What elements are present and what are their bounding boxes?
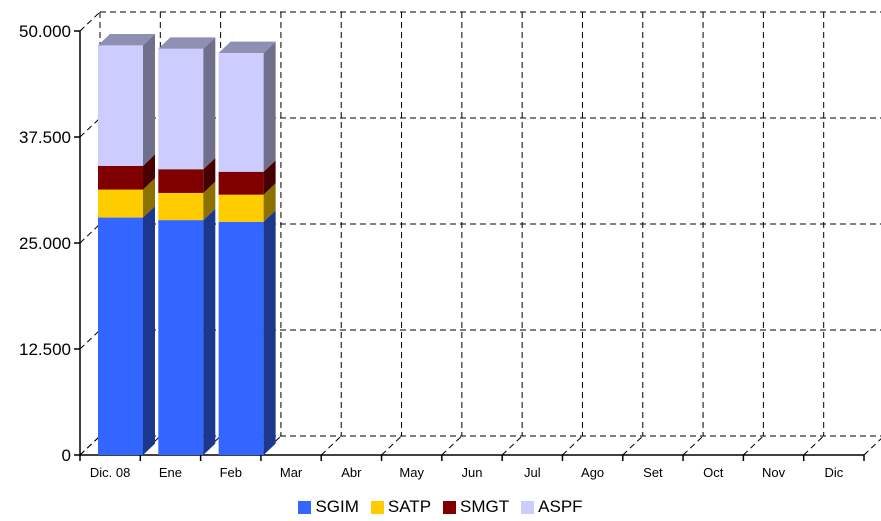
bar-satp-1-side	[203, 181, 216, 221]
legend-label: ASPF	[538, 497, 583, 516]
legend-item-aspf: ASPF	[521, 497, 583, 517]
y-tick-label: 25.000	[19, 234, 71, 253]
x-tick-label: May	[399, 465, 424, 480]
chart: 0 12.500 25.000 37.500 50.000 Dic. 08 Ene Feb Ma…	[19, 11, 881, 480]
legend-item-smgt: SMGT	[443, 497, 509, 517]
grid-line-floor	[863, 438, 881, 456]
grid-line-floor	[320, 435, 342, 456]
grid-line-floor	[501, 435, 523, 456]
grid-line-floor	[441, 435, 463, 456]
legend-swatch	[443, 500, 457, 514]
y-tick-label: 12.500	[19, 340, 71, 359]
bar-sgim-2-side	[263, 210, 276, 455]
legend-swatch	[521, 500, 535, 514]
bar-aspf-1-top	[158, 37, 216, 49]
grid-line-floor	[79, 435, 101, 456]
legend-swatch	[370, 500, 384, 514]
legend-swatch	[298, 500, 312, 514]
bar-satp-1	[158, 192, 204, 221]
grid-line-floor	[381, 435, 402, 456]
grid-line-depth	[79, 329, 101, 350]
legend-item-sgim: SGIM	[298, 497, 359, 517]
y-tick-label: 37.500	[19, 128, 71, 147]
grid-line-floor	[682, 435, 704, 456]
y-tick-label: 0	[62, 446, 71, 465]
tick-labels: 0 12.500 25.000 37.500 50.000 Dic. 08 Ene Feb Ma…	[19, 22, 844, 480]
axes	[74, 30, 865, 461]
bar-sgim-1-side	[203, 208, 216, 455]
x-tick-label: Jun	[462, 465, 483, 480]
x-tick-label: Dic. 08	[90, 465, 130, 480]
bar-aspf-1	[158, 48, 204, 170]
bar-satp-2	[218, 194, 264, 222]
bar-sgim-1	[158, 220, 204, 455]
legend-item-satp: SATP	[370, 497, 432, 517]
bar-aspf-0-top	[98, 34, 155, 46]
bar-aspf-2	[218, 53, 264, 172]
bar-aspf-2-side	[263, 41, 276, 172]
bar-smgt-1	[158, 169, 204, 193]
bar-smgt-2	[218, 171, 264, 195]
x-tick-label: Ene	[159, 465, 182, 480]
x-tick-label: Jul	[524, 465, 541, 480]
x-tick-label: Feb	[220, 465, 242, 480]
legend-label: SGIM	[315, 497, 359, 516]
bar-aspf-1-side	[203, 37, 216, 170]
grid-line-floor	[743, 435, 764, 456]
bar-smgt-2-side	[263, 160, 276, 195]
x-tick-label: Ago	[581, 465, 604, 480]
legend: SGIM SATP SMGT ASPF	[0, 496, 881, 518]
legend-label: SATP	[387, 497, 432, 516]
x-tick-label: Nov	[762, 465, 786, 480]
bar-satp-2-side	[263, 183, 276, 222]
bars	[98, 34, 276, 455]
x-tick-label: Abr	[341, 465, 362, 480]
bar-smgt-0-side	[143, 154, 155, 190]
x-tick-label: Set	[643, 465, 663, 480]
grid-line-floor	[622, 435, 644, 456]
bar-smgt-1-side	[203, 157, 216, 193]
bar-sgim-0	[98, 217, 143, 455]
x-tick-label: Mar	[280, 465, 303, 480]
grid-line-depth	[79, 117, 101, 138]
y-tick-label: 50.000	[19, 22, 71, 41]
bar-sgim-2	[218, 221, 264, 455]
bar-smgt-0	[98, 165, 143, 190]
bar-satp-0-side	[143, 178, 155, 218]
bar-sgim-0-side	[143, 206, 155, 455]
x-tick-label: Dic	[824, 465, 843, 480]
legend-label: SMGT	[460, 497, 510, 516]
bar-aspf-0-side	[143, 34, 155, 166]
bar-satp-0	[98, 189, 143, 218]
x-tick-label: Oct	[703, 465, 724, 480]
bar-aspf-0	[98, 45, 143, 166]
bar-aspf-2-top	[218, 41, 276, 54]
grid-line-depth	[79, 11, 101, 32]
grid-line-depth	[79, 223, 101, 244]
grid-line-floor	[803, 435, 825, 456]
grid-line-floor	[562, 435, 583, 456]
